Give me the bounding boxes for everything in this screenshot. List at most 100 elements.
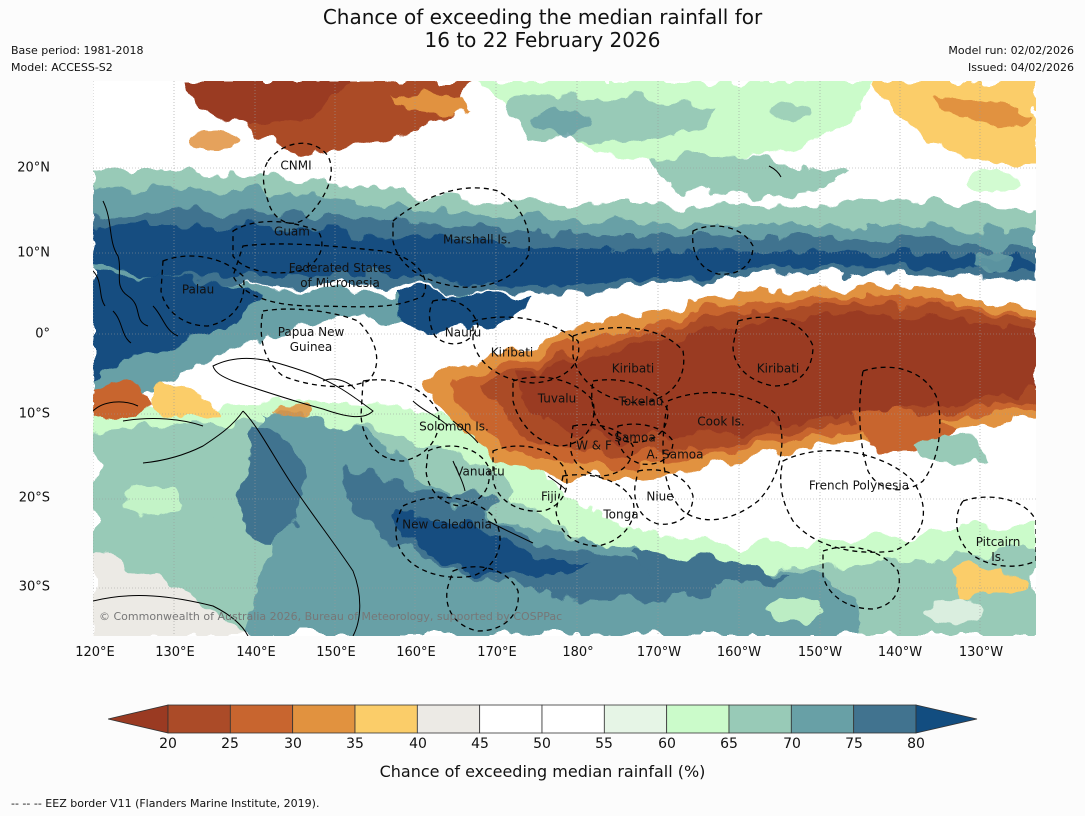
eez-niue <box>634 469 694 525</box>
vanuatu-coast <box>452 460 466 492</box>
fiji-coast <box>547 475 566 490</box>
colorbar-tick: 35 <box>346 736 364 752</box>
label-fiji[interactable]: Fiji <box>540 489 558 504</box>
y-tick-label: 20°N <box>17 160 50 176</box>
label-guam[interactable]: Guam <box>274 224 310 239</box>
label-micronesia[interactable]: Federated States of Micronesia <box>288 261 392 290</box>
x-tick-label: 120°E <box>75 645 115 660</box>
australia-coast <box>242 410 361 636</box>
x-tick-label: 160°E <box>396 645 436 660</box>
eez-fiji <box>492 445 568 512</box>
eez-austral <box>822 546 900 610</box>
eez-cook <box>662 392 783 521</box>
eez-borders <box>160 142 1036 632</box>
eez-kiribati-west <box>472 316 580 384</box>
eez-kiribati-central <box>572 327 685 404</box>
label-tuvalu[interactable]: Tuvalu <box>537 391 577 406</box>
label-palau[interactable]: Palau <box>181 282 215 297</box>
colorbar-tick: 45 <box>471 736 489 752</box>
colorbar-tick: 60 <box>658 736 676 752</box>
colorbar-cell <box>167 704 231 734</box>
copyright-notice: © Commonwealth of Australia 2026, Bureau… <box>99 610 563 623</box>
label-french-polynesia[interactable]: French Polynesia <box>808 478 910 493</box>
eez-palau <box>160 255 245 327</box>
label-niue[interactable]: Niue <box>646 489 674 504</box>
label-cook-islands[interactable]: Cook Is. <box>697 414 745 429</box>
y-tick-label: 10°S <box>18 406 50 422</box>
x-tick-label: 180° <box>562 645 594 660</box>
rainfall-probability-field <box>93 81 1036 636</box>
colorbar-cell <box>416 704 481 734</box>
x-tick-label: 150°E <box>316 645 356 660</box>
x-tick-label: 170°E <box>477 645 517 660</box>
map-panel[interactable] <box>93 81 1036 636</box>
label-papua-new-guinea[interactable]: Papua New Guinea <box>277 325 345 354</box>
eez-wallis-futuna <box>569 423 634 477</box>
eez-norfolk <box>446 566 519 632</box>
label-cnmi[interactable]: CNMI <box>280 158 312 173</box>
colorbar-cells <box>167 704 917 734</box>
model-run: Model run: 02/02/2026 <box>948 44 1074 57</box>
colorbar-tick: 55 <box>595 736 613 752</box>
eez-tokelau <box>591 379 669 443</box>
x-tick-label: 130°E <box>155 645 195 660</box>
colorbar-cell <box>354 704 418 734</box>
label-nauru[interactable]: Nauru <box>444 325 482 340</box>
map-title: Chance of exceeding the median rainfall … <box>0 6 1085 52</box>
eez-fsm <box>232 243 427 308</box>
label-kiribati-central[interactable]: Kiribati <box>611 361 655 376</box>
colorbar-tick: 70 <box>783 736 801 752</box>
label-tokelau[interactable]: Tokelau <box>618 394 664 409</box>
new-guinea-coast <box>212 357 374 418</box>
philippines-coast <box>102 200 149 327</box>
colorbar-cell <box>541 704 605 734</box>
x-tick-label: 150°W <box>797 645 843 660</box>
x-tick-label: 140°E <box>236 645 276 660</box>
label-new-caledonia[interactable]: New Caledonia <box>402 517 492 532</box>
colorbar-tick: 40 <box>409 736 427 752</box>
eez-tonga <box>555 474 635 547</box>
eez-french-polynesia-south <box>780 450 924 553</box>
solomon-islands-coast <box>412 400 479 444</box>
label-kiribati-east[interactable]: Kiribati <box>756 361 800 376</box>
colorbar <box>108 704 978 734</box>
label-vanuatu[interactable]: Vanuatu <box>455 464 505 479</box>
eez-vanuatu <box>425 445 490 507</box>
label-kiribati-west[interactable]: Kiribati <box>490 345 534 360</box>
colorbar-cell <box>728 704 792 734</box>
label-pitcairn-islands[interactable]: Pitcairn Is. <box>975 535 1021 564</box>
label-marshall-islands[interactable]: Marshall Is. <box>443 232 511 247</box>
eez-tuvalu <box>512 376 595 447</box>
graticule <box>93 81 1036 636</box>
colorbar-cell <box>666 704 730 734</box>
label-wallis-futuna[interactable]: W & F <box>576 438 612 453</box>
rainfall-map <box>93 81 1036 636</box>
colorbar-tick: 20 <box>159 736 177 752</box>
label-solomon-islands[interactable]: Solomon Is. <box>419 419 489 434</box>
eez-nauru <box>428 299 479 345</box>
base-period: Base period: 1981-2018 <box>11 44 144 57</box>
eez-pitcairn <box>956 496 1036 567</box>
eez-johnston <box>692 225 754 275</box>
x-tick-label: 170°W <box>636 645 682 660</box>
x-tick-label: 140°W <box>877 645 923 660</box>
colorbar-cell <box>603 704 668 734</box>
eez-new-caledonia <box>395 496 501 578</box>
title-line-2: 16 to 22 February 2026 <box>424 28 661 52</box>
eez-guam <box>232 220 323 274</box>
coastlines <box>93 165 782 636</box>
y-tick-label: 30°S <box>18 579 50 595</box>
label-samoa[interactable]: Samoa <box>614 430 656 445</box>
y-tick-label: 20°S <box>18 490 50 506</box>
colorbar-tick: 25 <box>221 736 239 752</box>
colorbar-cell <box>479 704 543 734</box>
label-american-samoa[interactable]: A. Samoa <box>646 447 704 462</box>
colorbar-cell <box>292 704 356 734</box>
colorbar-tick: 65 <box>720 736 738 752</box>
colorbar-over-arrow <box>915 704 978 734</box>
colorbar-cell <box>790 704 855 734</box>
colorbar-label: Chance of exceeding median rainfall (%) <box>379 762 706 781</box>
meta-right: Model run: 02/02/2026 Issued: 04/02/2026 <box>948 42 1074 76</box>
colorbar-under-arrow <box>108 704 169 734</box>
label-tonga[interactable]: Tonga <box>603 507 639 522</box>
